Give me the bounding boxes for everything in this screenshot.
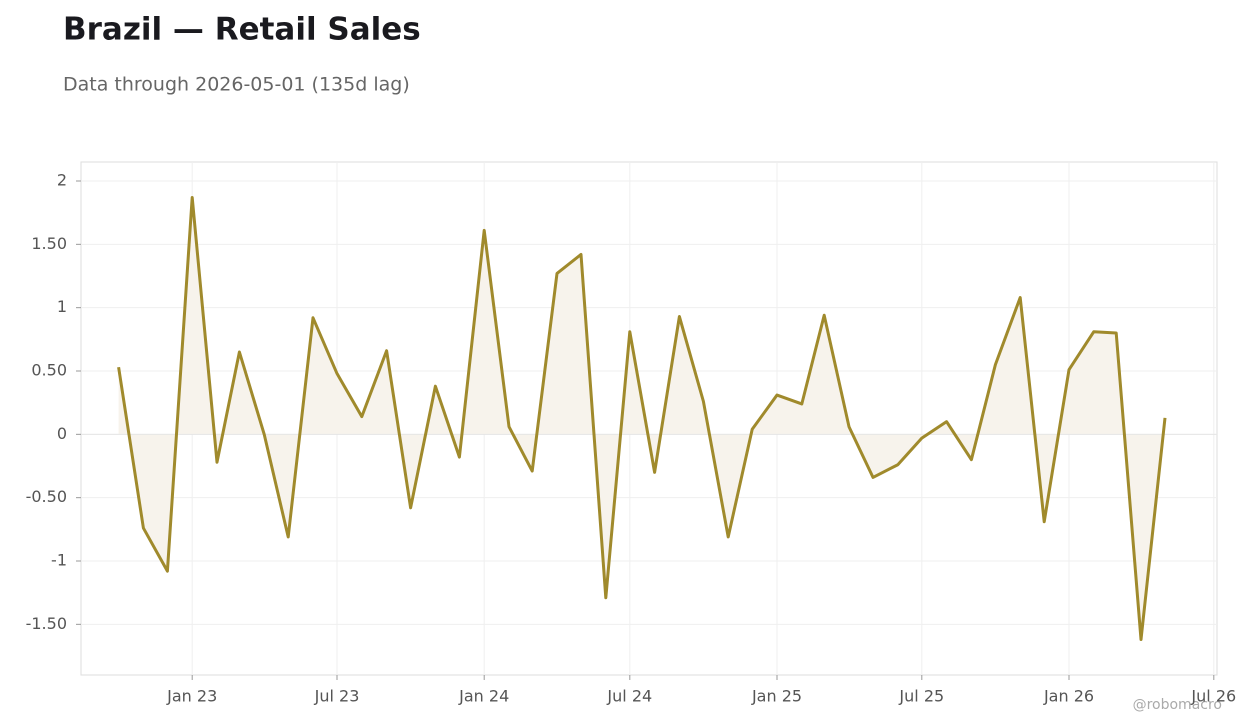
y-tick-label: 0.50 <box>31 361 67 380</box>
x-tick-label: Jan 25 <box>751 687 802 706</box>
chart-title: Brazil — Retail Sales <box>63 12 421 48</box>
y-tick-label: -0.50 <box>26 487 67 506</box>
y-tick-label: 1 <box>57 297 67 316</box>
y-tick-label: 1.50 <box>31 234 67 253</box>
plot-frame <box>80 161 1218 676</box>
chart-subtitle: Data through 2026-05-01 (135d lag) <box>63 74 410 96</box>
x-tick-label: Jul 24 <box>606 687 652 706</box>
area <box>118 197 1166 640</box>
y-tick-label: -1 <box>51 551 67 570</box>
y-tick-label: 0 <box>57 424 67 443</box>
line <box>117 195 1167 642</box>
x-tick-label: Jan 23 <box>166 687 217 706</box>
x-tick-label: Jan 24 <box>458 687 509 706</box>
y-tick-label: 2 <box>57 171 67 190</box>
x-tick-label: Jul 23 <box>314 687 360 706</box>
x-tick-label: Jan 26 <box>1043 687 1094 706</box>
y-tick-label: -1.50 <box>26 614 67 633</box>
x-tick-label: Jul 25 <box>898 687 944 706</box>
watermark: @robomacro <box>1133 697 1222 713</box>
x-tick-label: Jul 26 <box>1190 687 1236 706</box>
